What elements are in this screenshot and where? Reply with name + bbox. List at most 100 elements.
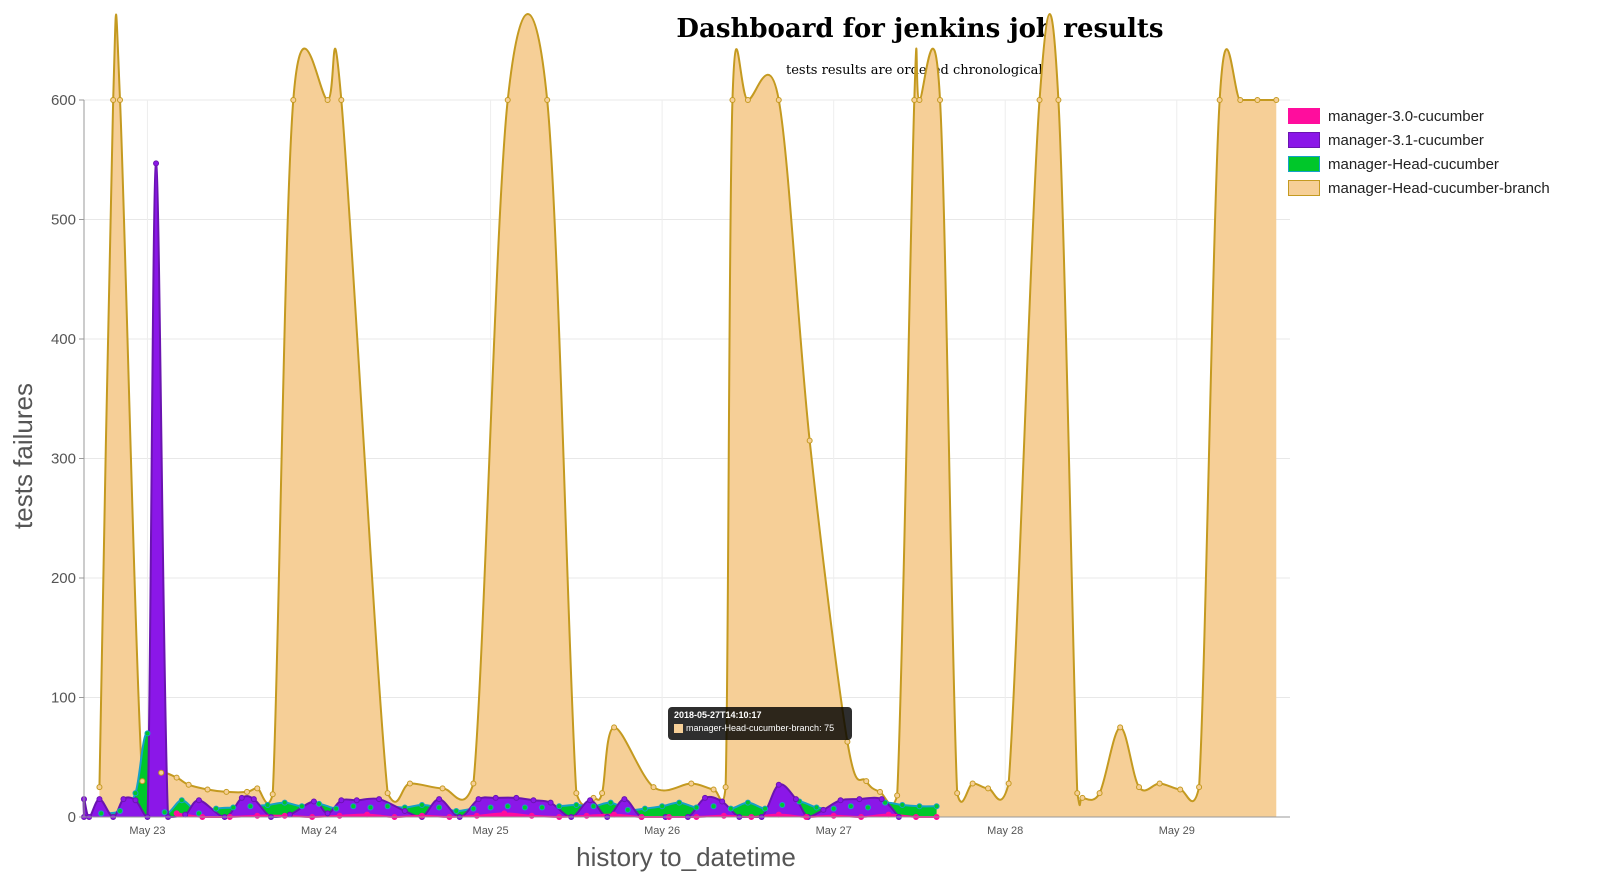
data-point[interactable] [1036,97,1043,103]
data-point[interactable] [286,811,293,818]
data-point[interactable] [204,786,211,793]
data-point[interactable] [693,804,700,811]
data-point[interactable] [504,803,511,810]
data-point[interactable] [364,811,371,818]
data-point[interactable] [384,803,391,810]
data-point[interactable] [338,97,345,103]
data-point[interactable] [238,794,245,801]
data-point[interactable] [911,97,918,103]
data-point[interactable] [158,769,165,776]
data-point[interactable] [607,799,614,806]
data-point[interactable] [820,806,827,813]
data-point[interactable] [316,800,323,807]
data-point[interactable] [473,812,480,819]
data-point[interactable] [96,796,103,803]
data-point[interactable] [144,730,151,737]
data-point[interactable] [281,812,288,819]
data-point[interactable] [916,803,923,810]
data-point[interactable] [856,796,863,803]
data-point[interactable] [453,808,460,815]
data-point[interactable] [710,803,717,810]
data-point[interactable] [384,790,391,797]
data-point[interactable] [513,794,520,801]
data-point[interactable] [185,781,192,788]
data-point[interactable] [1117,724,1124,731]
data-point[interactable] [117,97,124,103]
data-point[interactable] [290,97,297,103]
data-point[interactable] [1273,97,1280,103]
data-point[interactable] [583,812,590,819]
data-point[interactable] [1074,790,1081,797]
data-point[interactable] [792,796,799,803]
data-point[interactable] [899,802,906,809]
data-point[interactable] [243,788,250,795]
data-point[interactable] [487,804,494,811]
data-point[interactable] [779,802,786,809]
data-point[interactable] [98,810,105,817]
data-point[interactable] [688,780,695,787]
data-point[interactable] [470,780,477,787]
data-point[interactable] [847,803,854,810]
data-point[interactable] [117,808,124,815]
data-point[interactable] [492,794,499,801]
data-point[interactable] [182,811,189,818]
data-point[interactable] [178,797,185,804]
data-point[interactable] [556,803,563,810]
data-point[interactable] [298,803,305,810]
data-point[interactable] [916,97,923,103]
data-point[interactable] [173,810,180,817]
data-point[interactable] [501,810,508,817]
data-point[interactable] [1177,786,1184,793]
data-point[interactable] [350,803,357,810]
data-point[interactable] [933,803,940,810]
data-point[interactable] [521,804,528,811]
data-point[interactable] [132,797,139,804]
data-point[interactable] [710,786,717,793]
data-point[interactable] [439,785,446,792]
data-point[interactable] [1216,97,1223,103]
data-point[interactable] [806,437,813,444]
data-point[interactable] [702,794,709,801]
data-point[interactable] [969,780,976,787]
data-point[interactable] [223,788,230,795]
data-point[interactable] [1136,784,1143,791]
legend-item-manager-Head-cucumber-branch[interactable]: manager-Head-cucumber-branch [1288,176,1550,200]
data-point[interactable] [641,805,648,812]
data-point[interactable] [599,790,606,797]
data-point[interactable] [611,724,618,731]
data-point[interactable] [376,796,383,803]
data-point[interactable] [775,97,782,103]
data-point[interactable] [720,812,727,819]
data-point[interactable] [864,804,871,811]
data-point[interactable] [539,804,546,811]
data-point[interactable] [153,160,160,167]
data-point[interactable] [310,798,317,805]
data-point[interactable] [762,805,769,812]
data-point[interactable] [590,803,597,810]
data-point[interactable] [573,790,580,797]
data-point[interactable] [744,97,751,103]
data-point[interactable] [722,784,729,791]
data-point[interactable] [247,803,254,810]
data-point[interactable] [985,785,992,792]
data-point[interactable] [120,796,127,803]
data-point[interactable] [1156,780,1163,787]
data-point[interactable] [324,97,331,103]
data-point[interactable] [269,791,276,798]
data-point[interactable] [624,806,631,813]
data-point[interactable] [195,797,202,804]
data-point[interactable] [744,799,751,806]
data-point[interactable] [110,97,117,103]
data-point[interactable] [161,809,168,816]
data-point[interactable] [775,781,782,788]
data-point[interactable] [264,802,271,809]
data-point[interactable] [1055,97,1062,103]
data-point[interactable] [1079,794,1086,801]
data-point[interactable] [333,805,340,812]
data-point[interactable] [676,799,683,806]
data-point[interactable] [504,97,511,103]
data-point[interactable] [436,804,443,811]
data-point[interactable] [547,799,554,806]
data-point[interactable] [954,790,961,797]
data-point[interactable] [254,785,261,792]
